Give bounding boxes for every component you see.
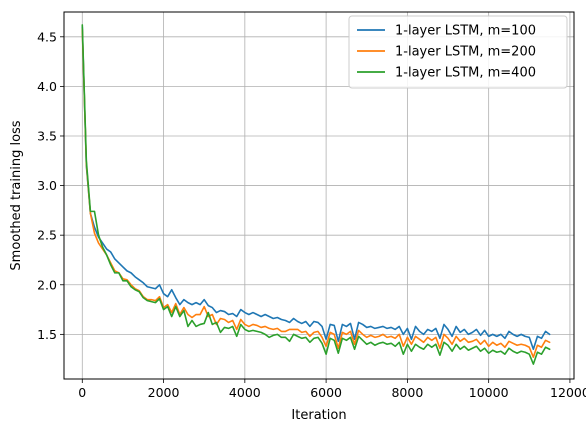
- x-axis-ticks: 0 2000 4000 6000 8000 10000 12000: [78, 379, 586, 400]
- x-tick-label: 0: [78, 385, 86, 400]
- y-axis-ticks: 1.5 2.0 2.5 3.0 3.5 4.0 4.5: [37, 29, 64, 342]
- series-lines: [81, 24, 551, 365]
- x-tick-label: 12000: [550, 385, 586, 400]
- x-tick-label: 4000: [229, 385, 261, 400]
- x-tick-label: 8000: [391, 385, 423, 400]
- x-tick-label: 2000: [148, 385, 180, 400]
- y-tick-label: 3.5: [37, 128, 57, 143]
- y-tick-label: 2.5: [37, 228, 57, 243]
- legend: 1-layer LSTM, m=100 1-layer LSTM, m=200 …: [348, 15, 568, 89]
- y-axis-label: Smoothed training loss: [9, 120, 24, 270]
- y-tick-label: 4.0: [37, 79, 57, 94]
- x-axis-label: Iteration: [291, 408, 346, 423]
- x-tick-label: 10000: [469, 385, 509, 400]
- series-line-m400: [81, 24, 551, 365]
- y-tick-label: 2.0: [37, 277, 57, 292]
- plot-frame: [63, 11, 575, 380]
- legend-label-m200: 1-layer LSTM, m=200: [395, 45, 536, 60]
- y-tick-label: 1.5: [37, 327, 57, 342]
- x-tick-label: 6000: [310, 385, 342, 400]
- y-tick-label: 4.5: [37, 29, 57, 44]
- legend-label-m400: 1-layer LSTM, m=400: [395, 66, 536, 81]
- series-line-m100: [81, 26, 551, 351]
- legend-box: [348, 15, 568, 89]
- legend-label-m100: 1-layer LSTM, m=100: [395, 24, 536, 39]
- y-tick-label: 3.0: [37, 178, 57, 193]
